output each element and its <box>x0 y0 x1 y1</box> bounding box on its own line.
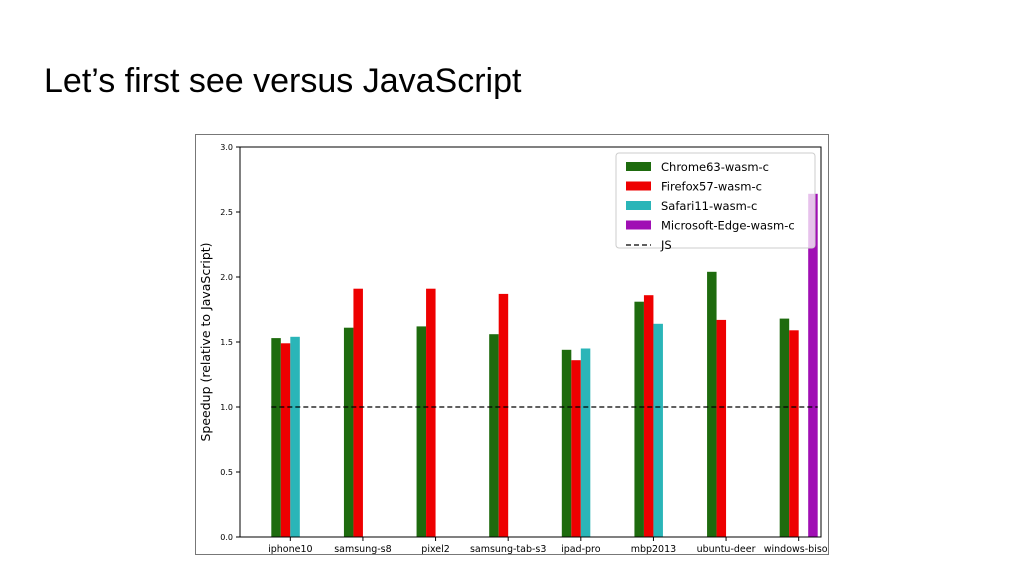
y-tick-label: 2.5 <box>220 208 233 217</box>
legend-label: JS <box>660 238 672 252</box>
x-tick-label: mbp2013 <box>631 544 677 554</box>
legend-swatch <box>626 201 651 210</box>
legend-label: Microsoft-Edge-wasm-c <box>661 219 795 233</box>
bar-safari11-wasm-c-mbp2013 <box>653 323 663 537</box>
y-tick-label: 0.0 <box>220 533 233 542</box>
bar-chrome63-wasm-c-ubuntu-deer <box>707 271 717 537</box>
bars-group <box>271 193 818 538</box>
y-tick-label: 3.0 <box>220 143 233 152</box>
y-tick-label: 2.0 <box>220 273 233 282</box>
x-tick-label: samsung-s8 <box>334 544 391 554</box>
bar-firefox57-wasm-c-mbp2013 <box>643 295 654 537</box>
bar-chrome63-wasm-c-ipad-pro <box>561 349 572 537</box>
y-tick-label: 1.0 <box>220 403 233 412</box>
x-tick-label: ipad-pro <box>561 544 601 554</box>
bar-microsoft-edge-wasm-c-windows-bison <box>808 193 818 538</box>
y-axis-label: Speedup (relative to JavaScript) <box>198 242 213 441</box>
bar-chrome63-wasm-c-windows-bison <box>779 318 790 537</box>
x-tick-label: iphone10 <box>268 544 312 554</box>
legend-swatch <box>626 162 651 171</box>
x-axis: iphone10 samsung-s8 pixel2 samsung-tab-s3 ip… <box>268 537 828 554</box>
bar-chrome63-wasm-c-samsung-s8 <box>343 327 354 537</box>
bar-firefox57-wasm-c-ubuntu-deer <box>716 319 727 537</box>
legend-label: Safari11-wasm-c <box>661 199 757 213</box>
x-tick-label: pixel2 <box>421 544 450 554</box>
bar-chrome63-wasm-c-samsung-tab-s3 <box>489 334 499 537</box>
bar-firefox57-wasm-c-ipad-pro <box>571 360 581 537</box>
bar-chrome63-wasm-c-iphone10 <box>271 338 281 537</box>
x-tick-label: windows-bison <box>764 544 828 554</box>
slide-title: Let’s first see versus JavaScript <box>44 62 522 100</box>
bar-safari11-wasm-c-iphone10 <box>290 336 300 537</box>
legend: Chrome63-wasm-c Firefox57-wasm-c Safari11-… <box>615 152 816 252</box>
bar-firefox57-wasm-c-iphone10 <box>280 343 291 537</box>
y-axis: 0.0 0.5 1.0 1.5 2.0 2.5 3.0 <box>220 143 240 542</box>
legend-label: Chrome63-wasm-c <box>661 160 769 174</box>
legend-swatch <box>626 181 651 191</box>
x-tick-label: ubuntu-deer <box>697 544 756 554</box>
bar-firefox57-wasm-c-pixel2 <box>426 288 436 537</box>
legend-box <box>615 152 816 249</box>
legend-label: Firefox57-wasm-c <box>661 180 762 194</box>
bar-firefox57-wasm-c-samsung-tab-s3 <box>498 293 509 537</box>
y-tick-label: 1.5 <box>220 338 233 347</box>
chart-figure: 0.0 0.5 1.0 1.5 2.0 2.5 3.0 iphone10 samsung-s8… <box>195 134 829 555</box>
legend-swatch <box>626 220 651 230</box>
bar-safari11-wasm-c-ipad-pro <box>580 348 591 537</box>
bar-firefox57-wasm-c-windows-bison <box>789 330 799 537</box>
bar-firefox57-wasm-c-samsung-s8 <box>353 288 363 537</box>
bar-chrome63-wasm-c-pixel2 <box>416 326 427 537</box>
bar-chrome63-wasm-c-mbp2013 <box>634 301 644 537</box>
x-tick-label: samsung-tab-s3 <box>470 544 546 554</box>
bar-chart: 0.0 0.5 1.0 1.5 2.0 2.5 3.0 iphone10 samsung-s8… <box>198 143 828 554</box>
y-tick-label: 0.5 <box>220 468 233 477</box>
